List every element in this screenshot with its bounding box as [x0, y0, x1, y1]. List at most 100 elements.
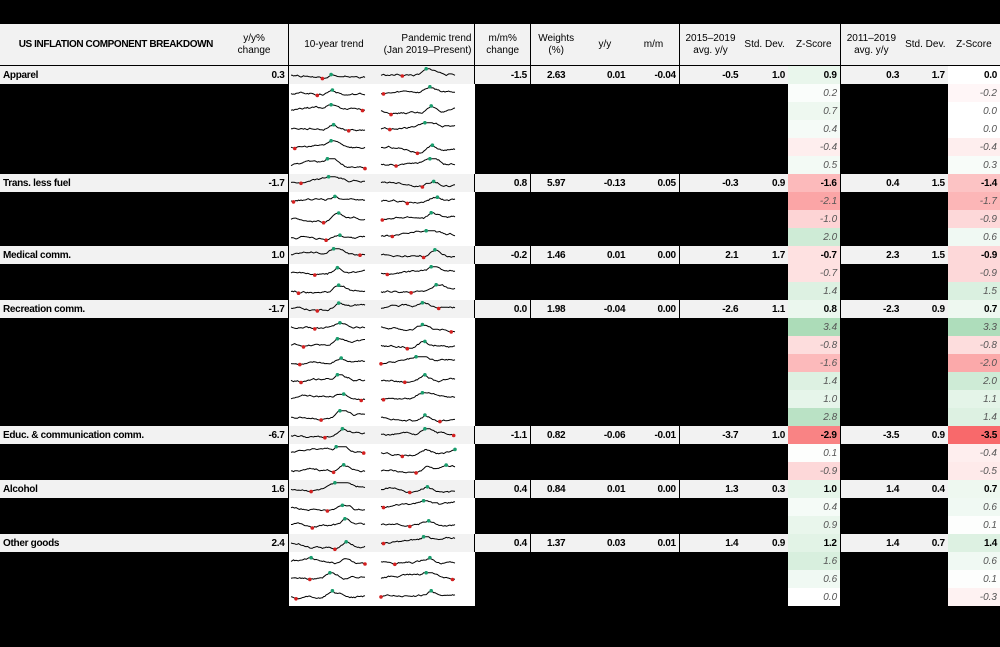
blank-cell [628, 138, 680, 156]
blank-cell [474, 192, 531, 210]
high-marker [425, 484, 430, 489]
mm-change-value: -1.1 [474, 426, 531, 444]
blank-cell [530, 462, 582, 480]
blank-cell [530, 588, 582, 606]
low-marker [403, 380, 407, 384]
blank-cell [840, 516, 903, 534]
high-marker [335, 336, 339, 340]
std-dev-2-value: 1.5 [902, 246, 948, 264]
yy-change-value: -6.7 [220, 426, 289, 444]
pandemic-sparkline [379, 570, 475, 588]
blank-cell [840, 372, 903, 390]
zscore-2-value: -0.5 [947, 462, 1000, 480]
header-std-dev-1: Std. Dev. [741, 23, 788, 66]
blank-cell [474, 102, 531, 120]
high-marker [327, 570, 332, 574]
sub-row: 0.2 -0.2 [0, 84, 1000, 102]
weights-value: 1.37 [529, 534, 582, 552]
blank-cell [628, 120, 680, 138]
sub-row: -0.8 -0.8 [0, 336, 1000, 354]
high-marker [337, 320, 342, 325]
blank-cell [530, 120, 582, 138]
group-row: Educ. & communication comm. -6.7 -1.1 0.82-… [0, 426, 1000, 444]
blank-cell [628, 390, 680, 408]
blank-cell [741, 552, 788, 570]
low-marker [422, 255, 426, 259]
low-marker [415, 151, 420, 155]
blank-cell [679, 444, 742, 462]
pandemic-sparkline [379, 65, 475, 84]
high-marker [325, 156, 329, 160]
blank-cell [840, 156, 903, 174]
low-marker [308, 489, 313, 493]
ten-year-sparkline [287, 462, 380, 480]
std-dev-2-value: 0.4 [902, 480, 948, 498]
avg-2015-2019-value: -0.5 [678, 65, 742, 84]
blank-cell [679, 588, 742, 606]
avg-2015-2019-value: -2.6 [678, 300, 742, 318]
std-dev-2-value: 0.7 [902, 534, 948, 552]
zscore-1-value: -1.0 [787, 210, 841, 228]
low-marker [297, 362, 302, 366]
pandemic-sparkline [379, 408, 475, 426]
low-marker [400, 73, 405, 78]
group-row: Alcohol 1.6 0.4 0.84 0.01 0.00 1.3 0.3 1.0 1.4 0.4… [0, 480, 1000, 498]
ten-year-sparkline [287, 264, 380, 282]
low-marker [312, 272, 317, 277]
blank-cell [741, 120, 788, 138]
ten-year-sparkline [287, 354, 380, 372]
blank-cell [474, 372, 531, 390]
zscore-1-value: -1.6 [787, 174, 841, 192]
yy-change-value: 1.0 [220, 246, 289, 264]
ten-year-sparkline [287, 228, 380, 246]
category-label: Other goods [0, 534, 221, 552]
header-zscore-2: Z-Score [947, 23, 1000, 66]
high-marker [424, 570, 429, 574]
blank-cell [741, 408, 788, 426]
sub-row: -0.9 -0.5 [0, 462, 1000, 480]
header-yy: y/y [581, 23, 629, 66]
low-marker [452, 433, 456, 437]
sub-row: -0.4 -0.4 [0, 138, 1000, 156]
blank-cell [581, 84, 629, 102]
high-marker [343, 539, 348, 544]
blank-cell [220, 354, 289, 372]
high-marker [337, 408, 342, 412]
blank-cell [679, 282, 742, 300]
high-marker [429, 588, 434, 592]
zscore-1-value: 1.0 [787, 390, 841, 408]
blank-cell [0, 570, 221, 588]
pandemic-sparkline [379, 462, 475, 480]
high-marker [430, 142, 435, 147]
low-marker [310, 525, 314, 530]
blank-cell [902, 408, 948, 426]
blank-cell [902, 120, 948, 138]
std-dev-1-value: 1.0 [741, 65, 788, 84]
blank-cell [581, 210, 629, 228]
blank-cell [628, 84, 680, 102]
high-marker [423, 426, 428, 430]
blank-cell [741, 228, 788, 246]
blank-cell [840, 318, 903, 336]
yy-change-value: -1.7 [220, 174, 289, 192]
std-dev-2-value: 0.9 [902, 300, 948, 318]
blank-cell [530, 552, 582, 570]
low-marker [331, 470, 335, 474]
low-marker [409, 290, 414, 295]
header-zscore-1: Z-Score [787, 23, 841, 66]
blank-cell [220, 156, 289, 174]
high-marker [336, 300, 341, 305]
blank-cell [628, 318, 680, 336]
avg-2011-2019-value: -2.3 [839, 300, 903, 318]
blank-cell [530, 210, 582, 228]
high-marker [422, 534, 426, 538]
high-marker [453, 447, 458, 451]
header-mm: m/m [628, 23, 680, 66]
low-marker [346, 128, 351, 133]
blank-cell [220, 552, 289, 570]
blank-cell [474, 336, 531, 354]
blank-cell [628, 372, 680, 390]
blank-cell [220, 192, 289, 210]
low-marker [414, 470, 419, 475]
blank-cell [0, 228, 221, 246]
